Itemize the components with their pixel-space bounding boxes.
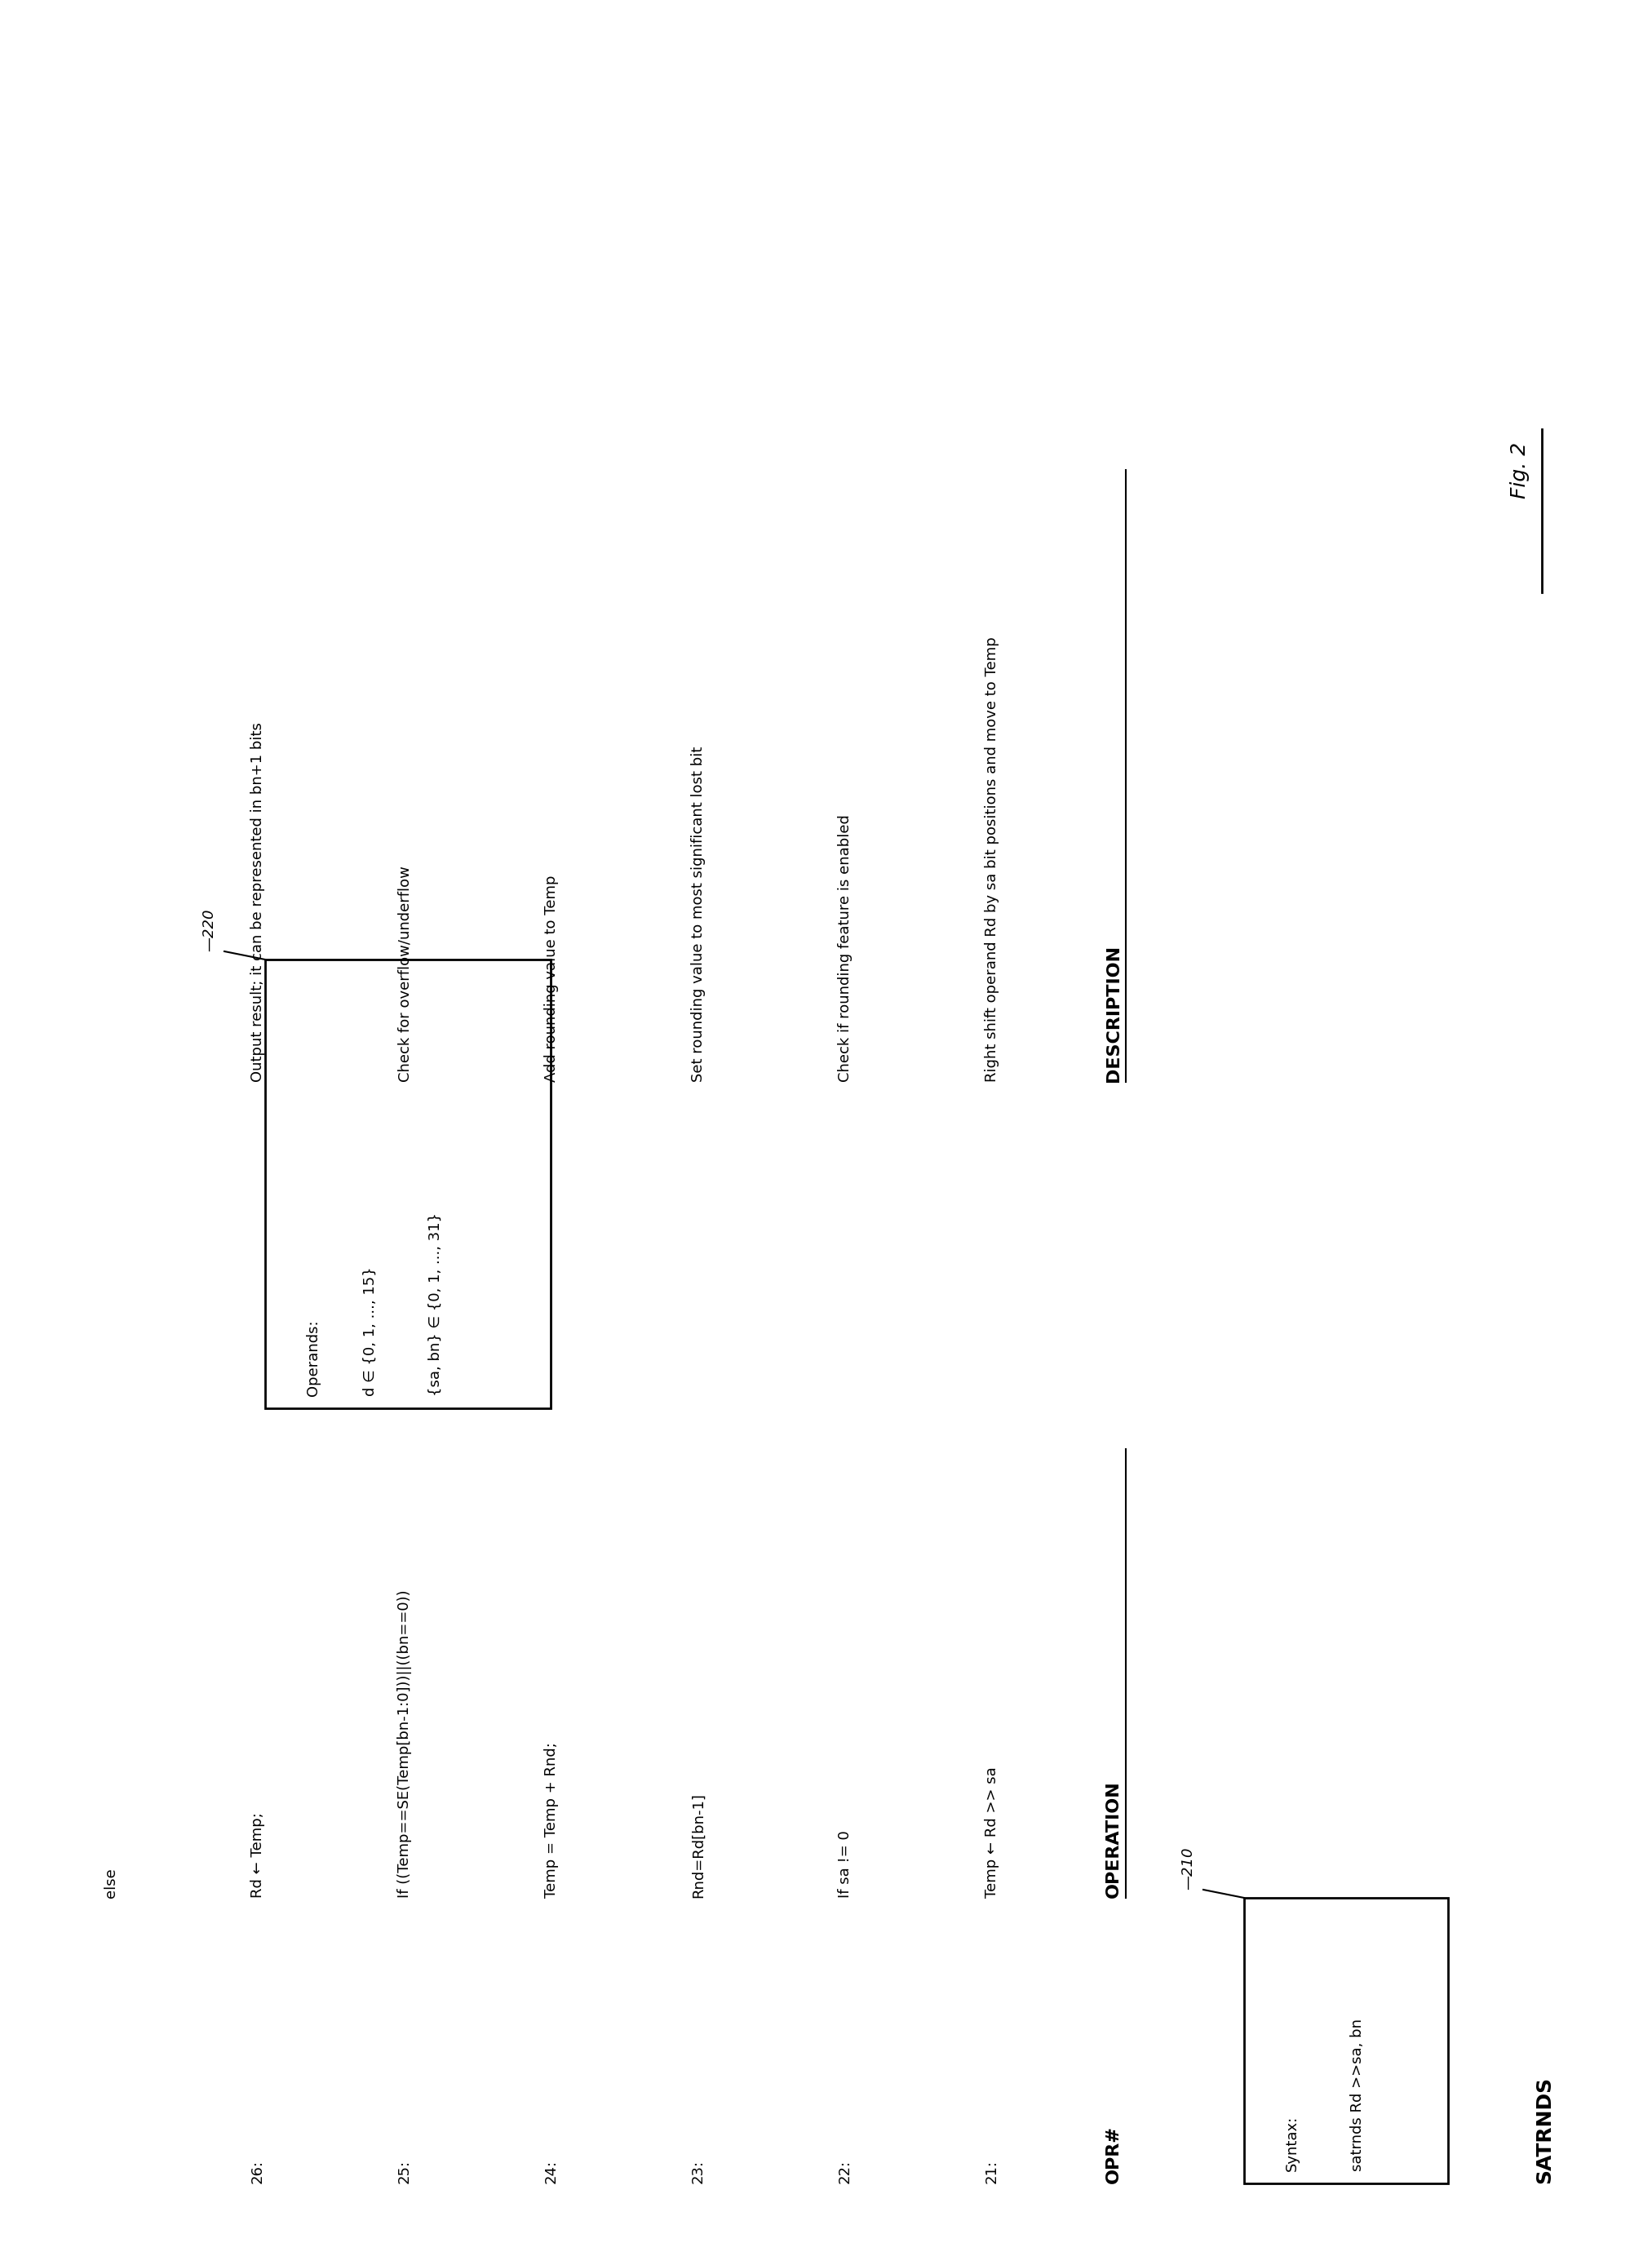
Text: Rd ← Temp;: Rd ← Temp; (251, 1812, 264, 1898)
Text: {sa, bn} ∈ {0, 1, ..., 31}: {sa, bn} ∈ {0, 1, ..., 31} (428, 1212, 443, 1395)
Text: 24:: 24: (544, 2159, 558, 2183)
Text: Output result; it can be represented in bn+1 bits: Output result; it can be represented in … (251, 723, 264, 1083)
Text: satrnds Rd >>sa, bn: satrnds Rd >>sa, bn (1350, 2018, 1365, 2172)
Text: 25:: 25: (396, 2159, 411, 2183)
Text: 23:: 23: (691, 2159, 705, 2183)
Text: 22:: 22: (838, 2159, 852, 2183)
Text: Add rounding value to Temp: Add rounding value to Temp (544, 874, 558, 1083)
Text: Operands:: Operands: (306, 1320, 320, 1395)
Text: DESCRIPTION: DESCRIPTION (1105, 945, 1122, 1083)
Polygon shape (264, 960, 550, 1409)
Text: Syntax:: Syntax: (1285, 2116, 1300, 2172)
Text: 26:: 26: (251, 2161, 264, 2183)
Text: If ((Temp==SE(Temp[bn-1:0]))||((bn==0)): If ((Temp==SE(Temp[bn-1:0]))||((bn==0)) (396, 1590, 411, 1898)
Text: Temp = Temp + Rnd;: Temp = Temp + Rnd; (544, 1742, 558, 1898)
Text: OPERATION: OPERATION (1105, 1780, 1122, 1898)
Text: 21:: 21: (985, 2161, 999, 2183)
Polygon shape (1244, 1898, 1449, 2183)
Text: Check if rounding feature is enabled: Check if rounding feature is enabled (838, 815, 852, 1083)
Text: Temp ← Rd >> sa: Temp ← Rd >> sa (985, 1767, 999, 1898)
Text: Rnd=Rd[bn-1]: Rnd=Rd[bn-1] (691, 1792, 705, 1898)
Text: else: else (104, 1869, 119, 1898)
Text: —220: —220 (202, 908, 216, 951)
Text: d ∈ {0, 1, ..., 15}: d ∈ {0, 1, ..., 15} (363, 1266, 378, 1395)
Text: Fig. 2: Fig. 2 (1510, 442, 1530, 498)
Text: If sa != 0: If sa != 0 (838, 1830, 852, 1898)
Text: —210: —210 (1181, 1846, 1194, 1889)
Text: SATRNDS: SATRNDS (1535, 2077, 1555, 2183)
Text: Check for overflow/underflow: Check for overflow/underflow (396, 865, 411, 1083)
Text: Right shift operand Rd by sa bit positions and move to Temp: Right shift operand Rd by sa bit positio… (985, 636, 999, 1083)
Text: OPR#: OPR# (1105, 2125, 1122, 2183)
Text: Set rounding value to most significant lost bit: Set rounding value to most significant l… (691, 745, 705, 1083)
